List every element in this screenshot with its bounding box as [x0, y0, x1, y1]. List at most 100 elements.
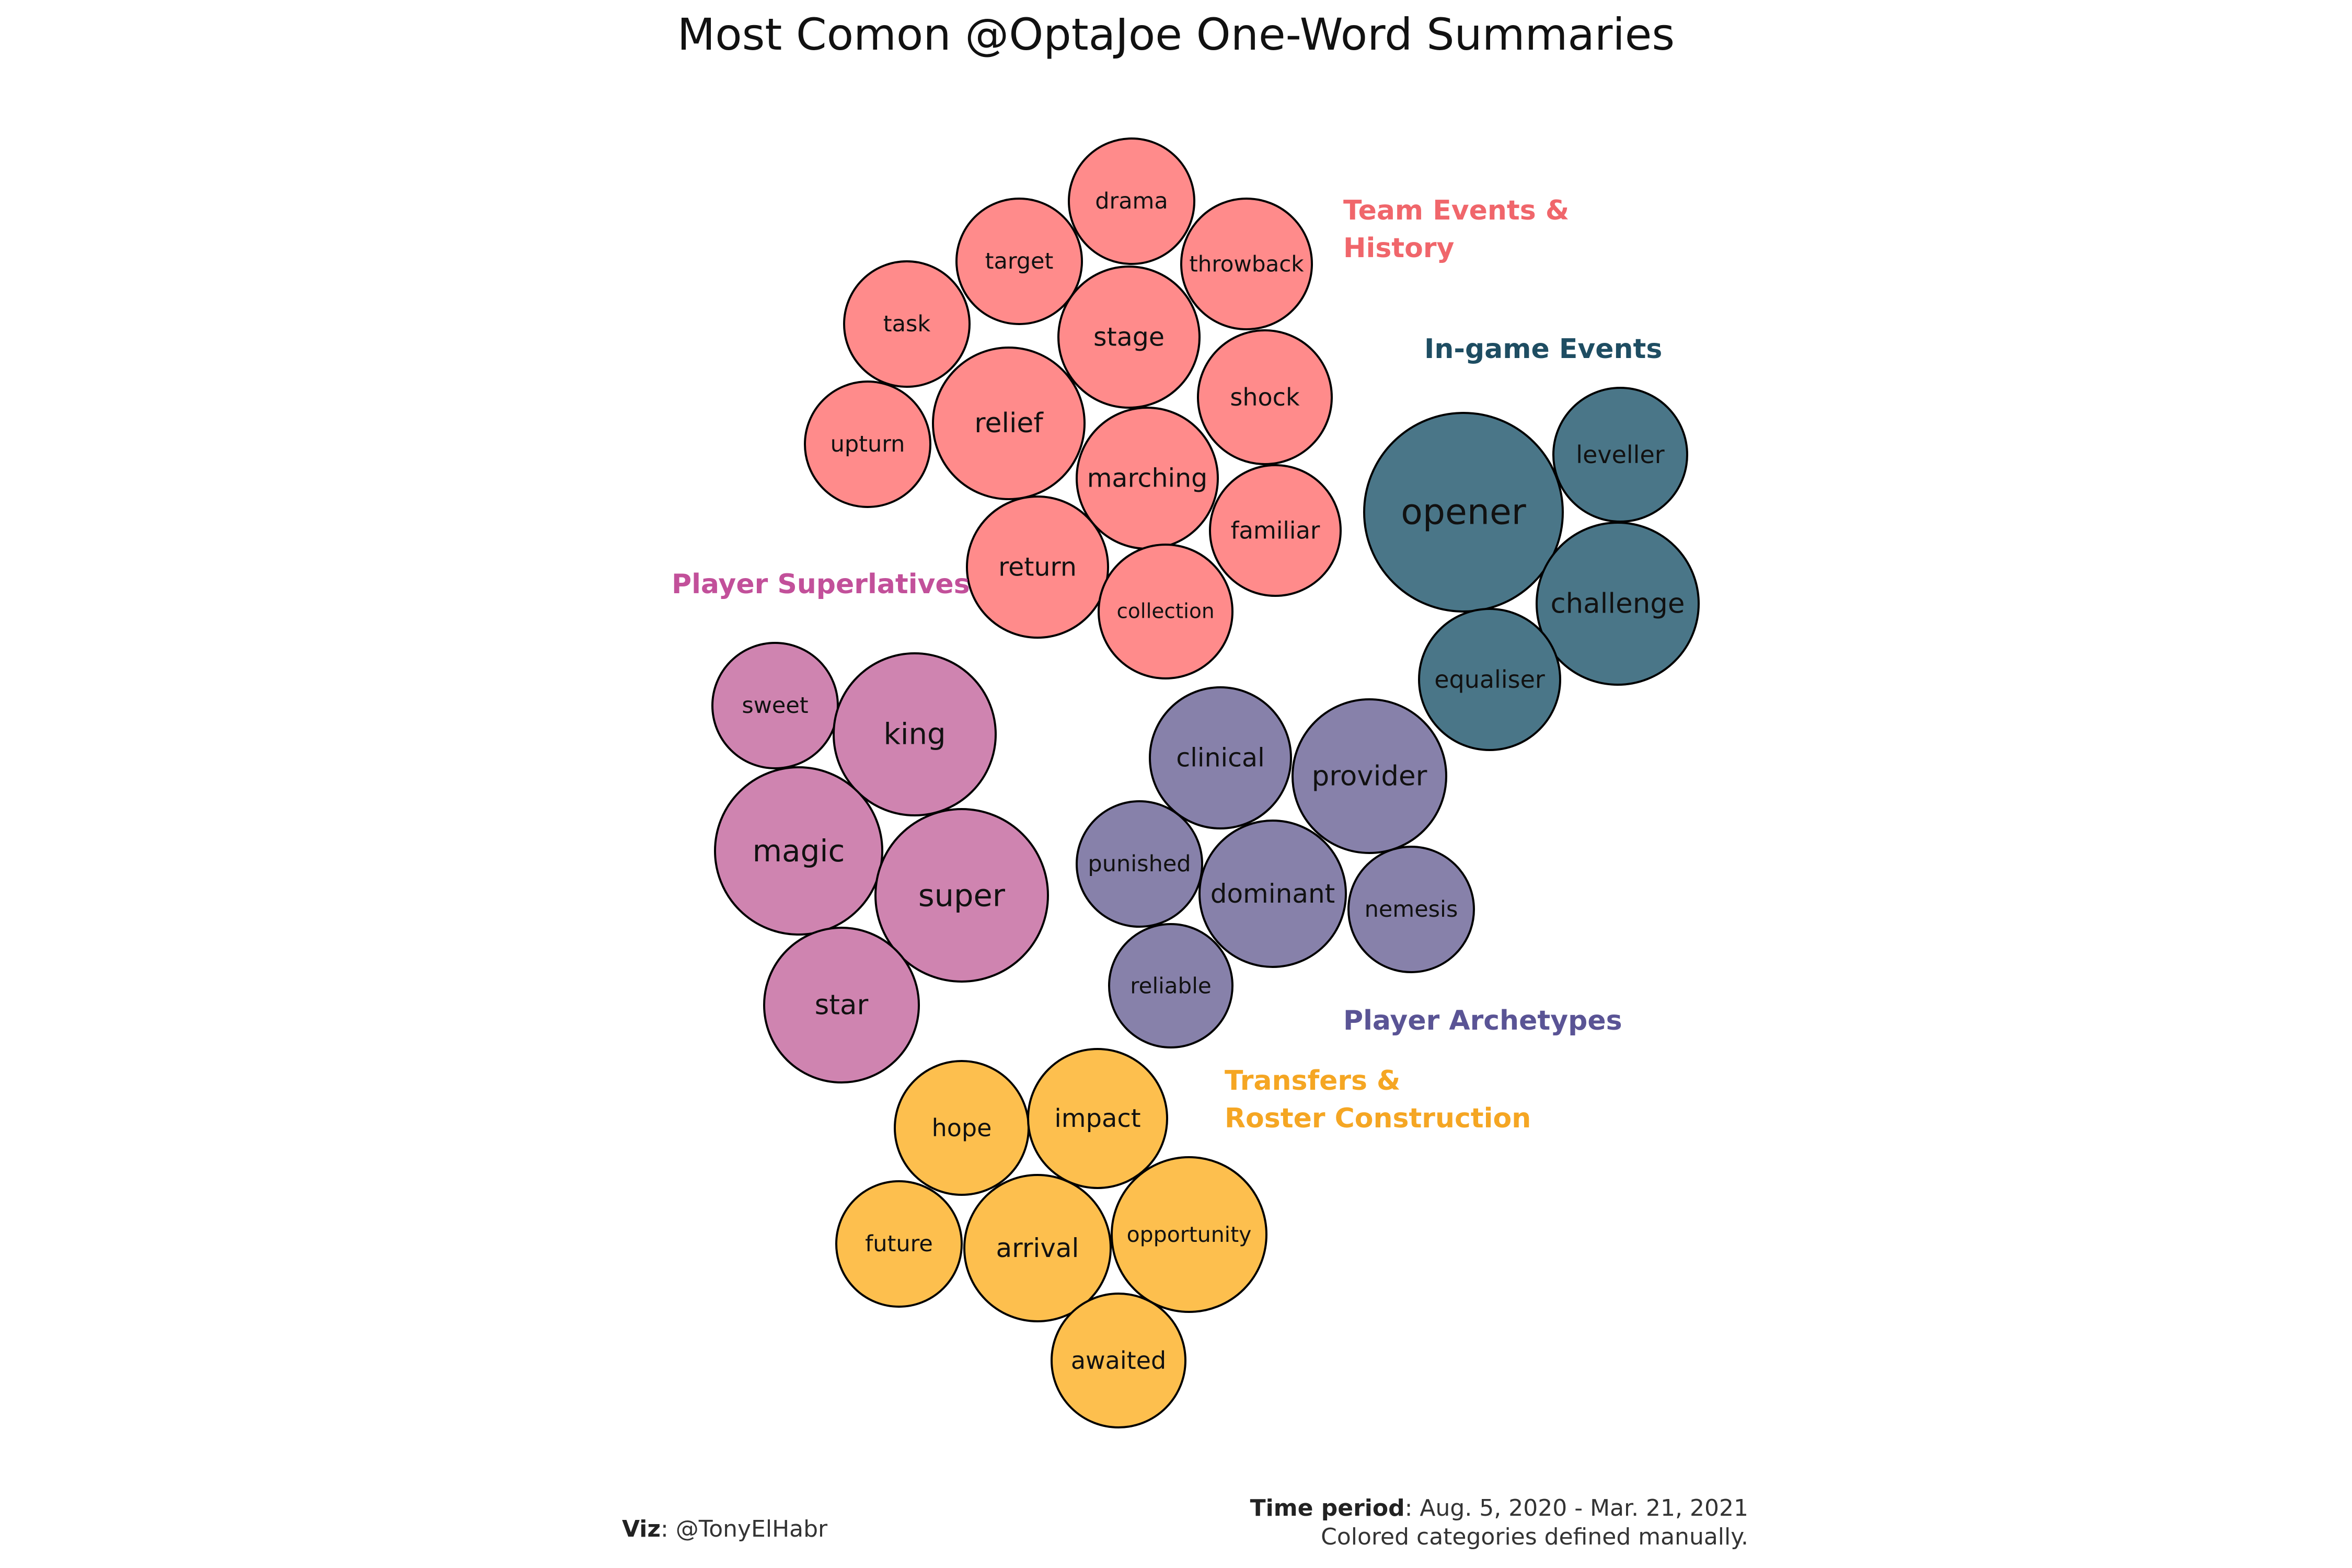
bubble-label-relief: relief [974, 408, 1044, 439]
group-label-line: Transfers & [1225, 1065, 1400, 1097]
group-label-line: History [1343, 233, 1454, 264]
bubble-label-awaited: awaited [1071, 1346, 1166, 1375]
group-label-line: Roster Construction [1225, 1103, 1531, 1134]
bubble-label-super: super [918, 878, 1006, 914]
group-label-line: Player Superlatives [672, 569, 970, 600]
bubble-label-king: king [883, 718, 946, 752]
bubble-upturn: upturn [804, 381, 931, 508]
bubble-circle-star [763, 927, 920, 1083]
group-label-player-superlatives: Player Superlatives [672, 569, 970, 600]
bubble-label-future: future [865, 1231, 933, 1257]
bubble-circle-punished [1076, 800, 1203, 928]
caption-viz-label: Viz [622, 1516, 661, 1542]
bubble-circle-return [966, 495, 1109, 639]
group-label-in-game-events: In-game Events [1424, 333, 1662, 365]
bubbles-layer: drama target throwback task stage relief shock… [711, 137, 1700, 1428]
bubble-label-familiar: familiar [1231, 517, 1320, 545]
bubble-label-punished: punished [1088, 851, 1191, 877]
bubble-opener: opener [1363, 412, 1564, 613]
bubble-shock: shock [1197, 329, 1333, 465]
bubble-label-reliable: reliable [1130, 973, 1211, 999]
bubble-arrival: arrival [963, 1174, 1112, 1322]
bubble-future: future [835, 1180, 963, 1308]
bubble-star: star [763, 927, 920, 1083]
bubble-circle-upturn [804, 381, 931, 508]
bubble-circle-super [874, 808, 1049, 983]
bubble-circle-challenge [1536, 522, 1700, 686]
group-label-line: In-game Events [1424, 333, 1662, 365]
bubble-circle-familiar [1209, 464, 1342, 597]
bubble-circle-task [843, 260, 971, 388]
bubble-circle-clinical [1149, 686, 1292, 829]
group-label-player-archetypes: Player Archetypes [1343, 1005, 1622, 1036]
bubble-circle-leveller [1552, 387, 1688, 523]
bubble-circle-equaliser [1418, 608, 1561, 751]
bubble-clinical: clinical [1149, 686, 1292, 829]
bubble-relief: relief [932, 347, 1086, 500]
bubble-label-throwback: throwback [1189, 251, 1304, 277]
bubble-label-leveller: leveller [1576, 441, 1664, 469]
caption-period: Time period: Aug. 5, 2020 - Mar. 21, 202… [1250, 1495, 1748, 1521]
caption-viz: Viz: @TonyElHabr [622, 1516, 828, 1542]
bubble-circle-dominant [1198, 820, 1347, 968]
bubble-king: king [833, 652, 997, 816]
bubble-label-clinical: clinical [1176, 743, 1264, 773]
bubble-circle-future [835, 1180, 963, 1308]
bubble-label-equaliser: equaliser [1434, 665, 1545, 694]
group-label-line: Team Events & [1343, 195, 1569, 226]
bubble-punished: punished [1076, 800, 1203, 928]
bubble-label-nemesis: nemesis [1365, 896, 1458, 923]
caption-period-value: : Aug. 5, 2020 - Mar. 21, 2021 [1405, 1495, 1748, 1521]
bubble-nemesis: nemesis [1347, 846, 1475, 973]
bubble-label-return: return [998, 552, 1077, 582]
bubble-label-collection: collection [1116, 600, 1214, 624]
bubble-target: target [955, 198, 1083, 325]
bubble-label-opener: opener [1401, 492, 1526, 533]
bubble-label-sweet: sweet [742, 693, 808, 719]
bubble-label-drama: drama [1095, 188, 1168, 214]
bubble-circle-magic [714, 766, 883, 936]
bubble-familiar: familiar [1209, 464, 1342, 597]
bubble-sweet: sweet [711, 642, 839, 769]
bubble-label-stage: stage [1093, 322, 1165, 352]
bubble-label-dominant: dominant [1210, 879, 1335, 909]
bubble-label-provider: provider [1312, 760, 1427, 792]
bubble-circle-reliable [1108, 923, 1233, 1048]
bubble-stage: stage [1057, 266, 1201, 409]
bubble-label-target: target [985, 248, 1054, 274]
bubble-circle-stage [1057, 266, 1201, 409]
bubble-provider: provider [1292, 698, 1447, 854]
group-label-team-events-history: Team Events & History [1343, 195, 1569, 264]
bubble-drama: drama [1068, 137, 1195, 265]
bubble-hope: hope [894, 1060, 1030, 1196]
bubble-collection: collection [1098, 544, 1233, 679]
bubble-marching: marching [1076, 407, 1219, 550]
bubble-circle-shock [1197, 329, 1333, 465]
bubble-label-marching: marching [1087, 464, 1208, 493]
bubble-circle-drama [1068, 137, 1195, 265]
bubble-label-magic: magic [753, 833, 845, 869]
bubble-challenge: challenge [1536, 522, 1700, 686]
bubble-circle-opportunity [1111, 1156, 1267, 1313]
bubble-awaited: awaited [1051, 1293, 1186, 1428]
group-label-transfers-roster-construction: Transfers & Roster Construction [1225, 1065, 1531, 1134]
bubble-throwback: throwback [1180, 198, 1313, 330]
caption-viz-value: : @TonyElHabr [661, 1516, 828, 1542]
bubble-circle-impact [1027, 1048, 1168, 1189]
bubble-label-opportunity: opportunity [1127, 1222, 1252, 1247]
bubble-reliable: reliable [1108, 923, 1233, 1048]
bubble-label-impact: impact [1054, 1104, 1140, 1133]
bubble-return: return [966, 495, 1109, 639]
bubble-label-arrival: arrival [996, 1233, 1079, 1263]
chart-title: Most Comon @OptaJoe One-Word Summaries [677, 9, 1675, 60]
bubble-circle-nemesis [1347, 846, 1475, 973]
bubble-circle-opener [1363, 412, 1564, 613]
bubble-label-challenge: challenge [1550, 588, 1685, 620]
caption-note: Colored categories defined manually. [1321, 1524, 1748, 1550]
bubble-label-shock: shock [1230, 383, 1300, 411]
group-label-line: Player Archetypes [1343, 1005, 1622, 1036]
bubble-circle-provider [1292, 698, 1447, 854]
bubble-magic: magic [714, 766, 883, 936]
bubble-circle-throwback [1180, 198, 1313, 330]
